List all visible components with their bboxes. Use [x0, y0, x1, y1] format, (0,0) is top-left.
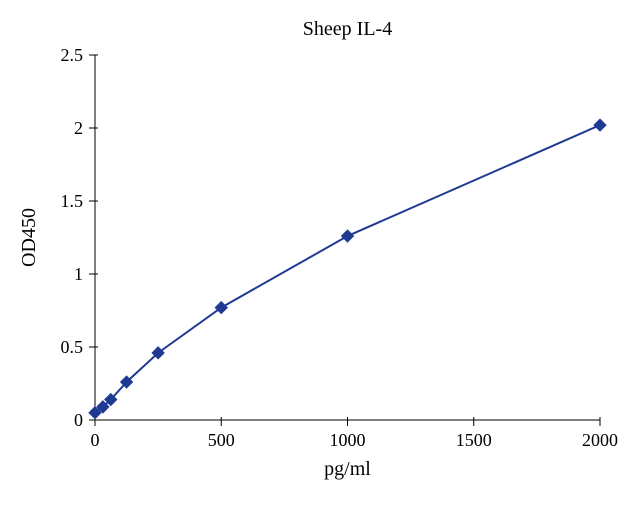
y-tick-label: 1.5 — [61, 191, 84, 211]
x-tick-label: 500 — [208, 430, 235, 450]
x-tick-label: 1500 — [456, 430, 492, 450]
y-tick-label: 0.5 — [61, 337, 84, 357]
y-tick-label: 1 — [74, 264, 83, 284]
y-tick-label: 2 — [74, 118, 83, 138]
x-tick-label: 0 — [91, 430, 100, 450]
chart-title: Sheep IL-4 — [303, 18, 392, 40]
y-tick-label: 0 — [74, 410, 83, 430]
x-tick-label: 1000 — [330, 430, 366, 450]
y-axis-label: OD450 — [18, 208, 40, 267]
data-marker — [594, 119, 606, 131]
data-line — [95, 125, 600, 413]
chart-container: Sheep IL-4 0 500 1000 1500 2000 0 0.5 1 1.5 2 2.5 pg… — [0, 0, 638, 509]
x-tick-label: 2000 — [582, 430, 618, 450]
chart-svg: Sheep IL-4 0 500 1000 1500 2000 0 0.5 1 1.5 2 2.5 pg… — [0, 0, 638, 509]
y-tick-label: 2.5 — [61, 45, 84, 65]
x-axis-label: pg/ml — [324, 458, 371, 480]
data-marker — [342, 230, 354, 242]
